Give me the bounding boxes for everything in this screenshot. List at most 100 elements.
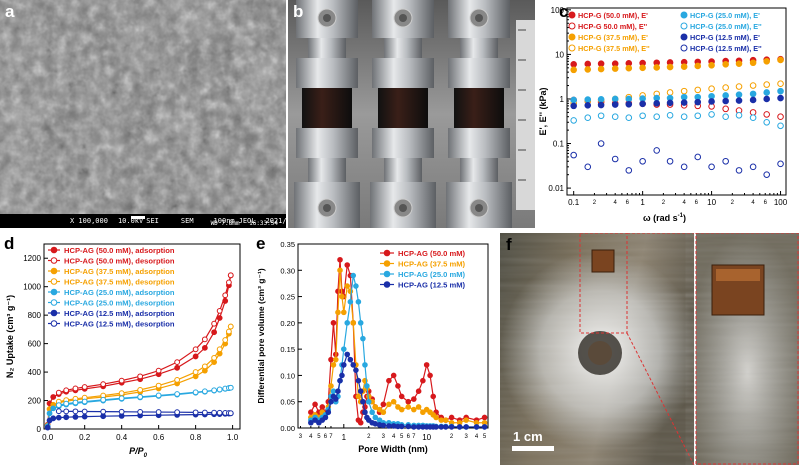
panel-label-d: d bbox=[4, 234, 15, 253]
legend-label: HCP-G (12.5 mM), E' bbox=[690, 33, 760, 42]
data-point bbox=[308, 419, 314, 426]
data-point bbox=[339, 372, 345, 379]
sem-date: 2021/05/15 bbox=[265, 217, 286, 225]
data-point bbox=[355, 377, 362, 384]
data-point bbox=[118, 377, 125, 384]
data-point bbox=[398, 406, 405, 413]
data-point bbox=[350, 272, 357, 279]
series bbox=[55, 408, 234, 417]
data-point bbox=[694, 112, 702, 120]
data-point bbox=[584, 163, 592, 171]
pore-distribution-chart: 0.000.050.100.150.200.250.300.351 103 4 5 6 7… bbox=[256, 240, 489, 454]
x-minor-label: 2 bbox=[662, 200, 666, 206]
data-point bbox=[350, 320, 357, 326]
data-point bbox=[319, 404, 326, 410]
data-point bbox=[308, 409, 314, 416]
data-point bbox=[386, 401, 392, 408]
legend-label: HCP-AG (50.0 mM), adsorption bbox=[64, 246, 175, 255]
data-point bbox=[328, 356, 334, 363]
series bbox=[308, 351, 488, 430]
legend-label: HCP-AG (12.5 mM) bbox=[398, 281, 466, 290]
data-point bbox=[680, 63, 688, 70]
data-point bbox=[749, 59, 757, 67]
data-point bbox=[137, 373, 144, 380]
legend-marker bbox=[50, 309, 58, 317]
x-minor-label: 3 bbox=[382, 434, 386, 440]
y-tick-label: 600 bbox=[28, 340, 42, 349]
data-point bbox=[192, 346, 199, 353]
data-point bbox=[415, 388, 422, 394]
legend-label: HCP-AG (12.5 mM), desorption bbox=[64, 320, 175, 329]
x-minor-label: 4 bbox=[682, 200, 686, 206]
x-minor-label: 2 bbox=[450, 434, 454, 440]
data-point bbox=[365, 398, 372, 405]
series bbox=[55, 272, 234, 396]
data-point bbox=[442, 417, 449, 423]
data-point bbox=[118, 395, 125, 402]
data-point bbox=[312, 401, 318, 408]
data-point bbox=[192, 409, 199, 416]
legend-marker bbox=[50, 299, 58, 306]
panel-label-c: c bbox=[559, 2, 569, 21]
data-point bbox=[216, 307, 223, 314]
data-point bbox=[597, 65, 605, 73]
data-point bbox=[749, 114, 757, 121]
x-minor-label: 7 bbox=[329, 434, 333, 440]
data-point bbox=[481, 424, 488, 430]
y-tick-label: 0.25 bbox=[280, 293, 295, 302]
x-tick-label: 1 bbox=[342, 433, 347, 442]
data-point bbox=[341, 346, 347, 352]
data-point bbox=[372, 404, 379, 410]
data-point bbox=[100, 396, 107, 403]
data-point bbox=[708, 98, 715, 105]
data-point bbox=[335, 388, 341, 394]
aerogel-sample bbox=[591, 249, 615, 273]
legend-label: HCP-G (25.0 mM), E'' bbox=[690, 22, 762, 31]
data-point bbox=[330, 362, 337, 368]
data-point bbox=[694, 86, 702, 94]
data-point bbox=[211, 320, 218, 327]
data-point bbox=[118, 408, 125, 415]
data-point bbox=[763, 95, 771, 103]
legend-label: HCP-AG (37.5 mM) bbox=[398, 260, 466, 269]
x-minor-label: 6 bbox=[324, 434, 328, 440]
data-point bbox=[666, 89, 674, 96]
data-point bbox=[570, 66, 577, 74]
legend-label: HCP-G (37.5 mM), E' bbox=[578, 33, 648, 42]
data-point bbox=[680, 93, 688, 101]
y-tick-label: 0 bbox=[37, 425, 42, 434]
series bbox=[55, 384, 234, 408]
data-point bbox=[55, 389, 62, 396]
data-point bbox=[353, 283, 359, 289]
data-point bbox=[625, 95, 633, 103]
data-point bbox=[597, 96, 605, 103]
fixture-1 bbox=[294, 0, 360, 228]
y-tick-label: 1 bbox=[560, 95, 565, 104]
data-point bbox=[350, 362, 357, 368]
legend-marker bbox=[568, 44, 576, 52]
sem-info-row2: WD 7.8mm 16:33:54 bbox=[211, 220, 278, 227]
data-point bbox=[398, 423, 405, 430]
fixture-2 bbox=[370, 0, 436, 228]
data-point bbox=[653, 94, 661, 102]
panel-label-b: b bbox=[293, 2, 304, 21]
data-point bbox=[763, 89, 771, 96]
data-point bbox=[597, 112, 605, 120]
x-axis-label-close: ) bbox=[683, 213, 686, 223]
data-point bbox=[390, 372, 397, 379]
data-point bbox=[55, 408, 62, 415]
data-point bbox=[570, 96, 577, 104]
data-point bbox=[735, 91, 743, 98]
data-point bbox=[680, 163, 688, 171]
y-tick-label: 0.35 bbox=[280, 240, 295, 249]
data-point bbox=[735, 167, 743, 174]
data-point bbox=[330, 388, 337, 394]
data-point bbox=[216, 346, 223, 353]
x-axis-label: Pore Width (nm) bbox=[358, 444, 427, 454]
data-point bbox=[398, 393, 405, 400]
data-point bbox=[72, 414, 79, 420]
legend-marker bbox=[568, 33, 576, 41]
x-minor-label: 5 bbox=[317, 434, 321, 440]
data-point bbox=[680, 87, 688, 95]
data-point bbox=[72, 408, 79, 415]
